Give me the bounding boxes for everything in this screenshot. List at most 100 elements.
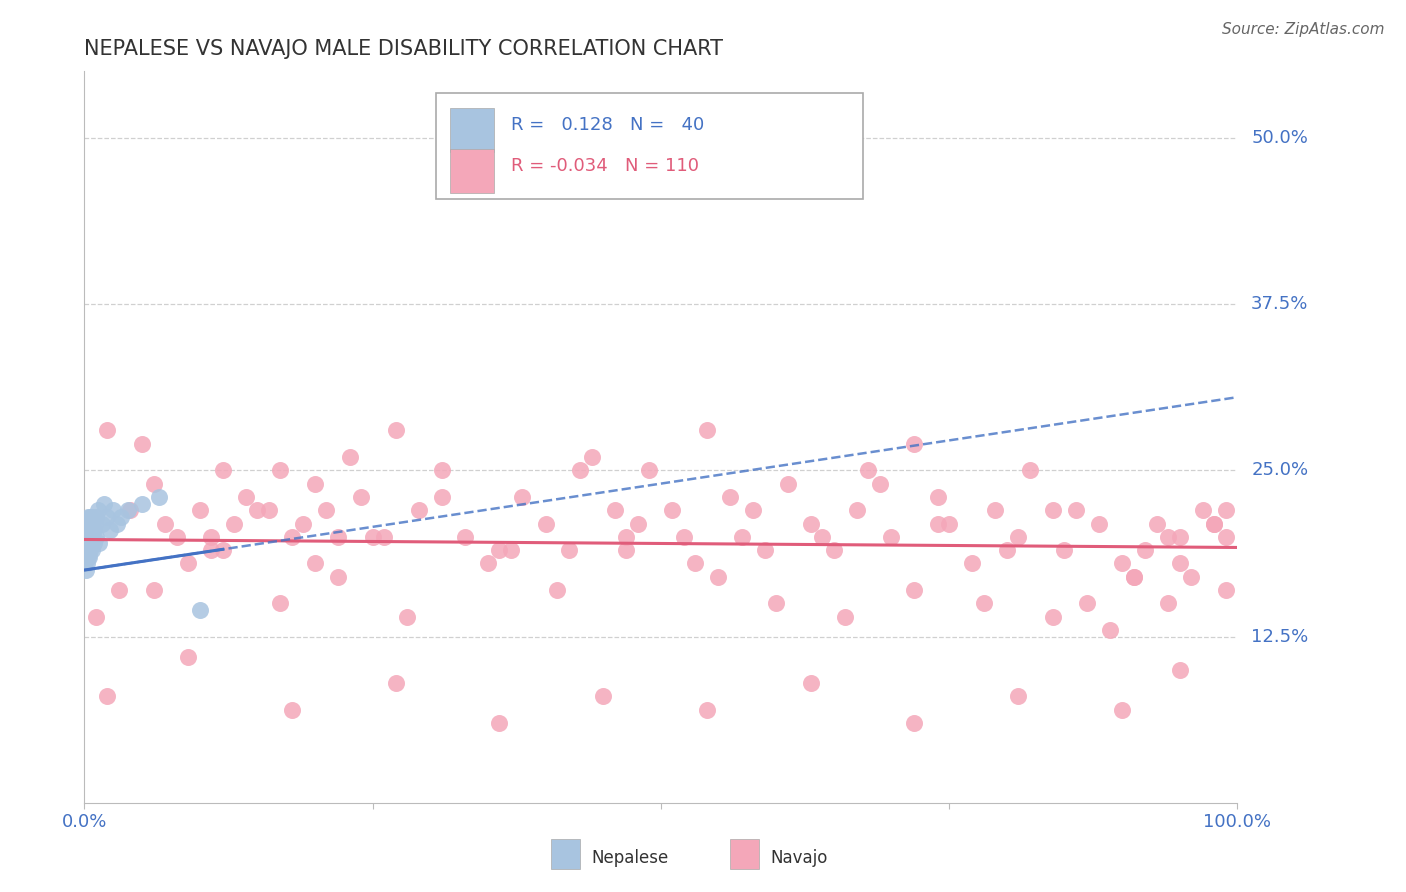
Point — [83, 516, 105, 531]
Point — [592, 690, 614, 704]
Point — [707, 570, 730, 584]
Point — [110, 509, 132, 524]
Point — [512, 490, 534, 504]
Point — [903, 436, 925, 450]
Point — [83, 523, 105, 537]
Point — [76, 543, 98, 558]
Point — [927, 516, 949, 531]
Point — [569, 463, 592, 477]
Text: NEPALESE VS NAVAJO MALE DISABILITY CORRELATION CHART: NEPALESE VS NAVAJO MALE DISABILITY CORRE… — [84, 38, 723, 59]
Point — [79, 530, 101, 544]
FancyBboxPatch shape — [450, 108, 494, 152]
Point — [75, 549, 97, 564]
Point — [304, 476, 326, 491]
Point — [384, 676, 406, 690]
Point — [776, 476, 799, 491]
Point — [603, 503, 626, 517]
Point — [82, 530, 104, 544]
Text: 37.5%: 37.5% — [1251, 295, 1309, 313]
Point — [153, 516, 176, 531]
Point — [281, 530, 304, 544]
Point — [77, 549, 100, 564]
Point — [1076, 596, 1098, 610]
FancyBboxPatch shape — [450, 149, 494, 193]
Point — [148, 490, 170, 504]
Point — [142, 582, 165, 597]
Point — [84, 530, 107, 544]
Point — [834, 609, 856, 624]
Point — [973, 596, 995, 610]
Point — [811, 530, 834, 544]
Point — [823, 543, 845, 558]
Point — [211, 543, 233, 558]
Point — [281, 703, 304, 717]
Point — [98, 523, 121, 537]
Text: Nepalese: Nepalese — [592, 848, 669, 867]
Point — [200, 530, 222, 544]
Point — [614, 543, 637, 558]
Point — [880, 530, 903, 544]
Point — [384, 424, 406, 438]
Point — [685, 557, 707, 571]
Point — [246, 503, 269, 517]
Point — [1042, 503, 1064, 517]
Text: R = -0.034   N = 110: R = -0.034 N = 110 — [510, 157, 699, 175]
Point — [75, 536, 97, 550]
Text: 25.0%: 25.0% — [1251, 461, 1309, 479]
Point — [499, 543, 522, 558]
Point — [488, 543, 510, 558]
Point — [454, 530, 477, 544]
Point — [1168, 663, 1191, 677]
Point — [1204, 516, 1226, 531]
Point — [730, 530, 752, 544]
Point — [89, 536, 111, 550]
Text: Source: ZipAtlas.com: Source: ZipAtlas.com — [1222, 22, 1385, 37]
FancyBboxPatch shape — [551, 839, 581, 869]
Point — [614, 530, 637, 544]
Point — [80, 536, 103, 550]
Point — [1088, 516, 1111, 531]
Point — [339, 450, 361, 464]
Point — [1215, 503, 1237, 517]
Point — [188, 603, 211, 617]
Point — [87, 503, 110, 517]
Point — [800, 516, 823, 531]
Point — [800, 676, 823, 690]
Point — [120, 503, 142, 517]
Point — [938, 516, 960, 531]
Point — [1053, 543, 1076, 558]
Point — [188, 503, 211, 517]
Point — [82, 543, 104, 558]
Point — [76, 530, 98, 544]
Point — [477, 557, 499, 571]
Point — [1018, 463, 1040, 477]
Point — [257, 503, 280, 517]
Point — [80, 516, 103, 531]
FancyBboxPatch shape — [730, 839, 759, 869]
Point — [488, 716, 510, 731]
Point — [76, 523, 98, 537]
Point — [131, 436, 153, 450]
Point — [696, 424, 718, 438]
Point — [103, 503, 124, 517]
Point — [696, 703, 718, 717]
Point — [1111, 703, 1133, 717]
Text: Navajo: Navajo — [770, 848, 828, 867]
Point — [269, 463, 291, 477]
Point — [77, 523, 100, 537]
FancyBboxPatch shape — [436, 94, 863, 200]
Point — [1168, 530, 1191, 544]
Point — [1215, 582, 1237, 597]
Point — [76, 557, 98, 571]
Point — [105, 516, 128, 531]
Point — [1064, 503, 1087, 517]
Point — [93, 497, 115, 511]
Point — [869, 476, 891, 491]
Point — [131, 497, 153, 511]
Point — [1215, 530, 1237, 544]
Point — [1168, 557, 1191, 571]
Point — [1157, 596, 1180, 610]
Point — [1099, 623, 1122, 637]
Point — [79, 543, 101, 558]
Point — [927, 490, 949, 504]
